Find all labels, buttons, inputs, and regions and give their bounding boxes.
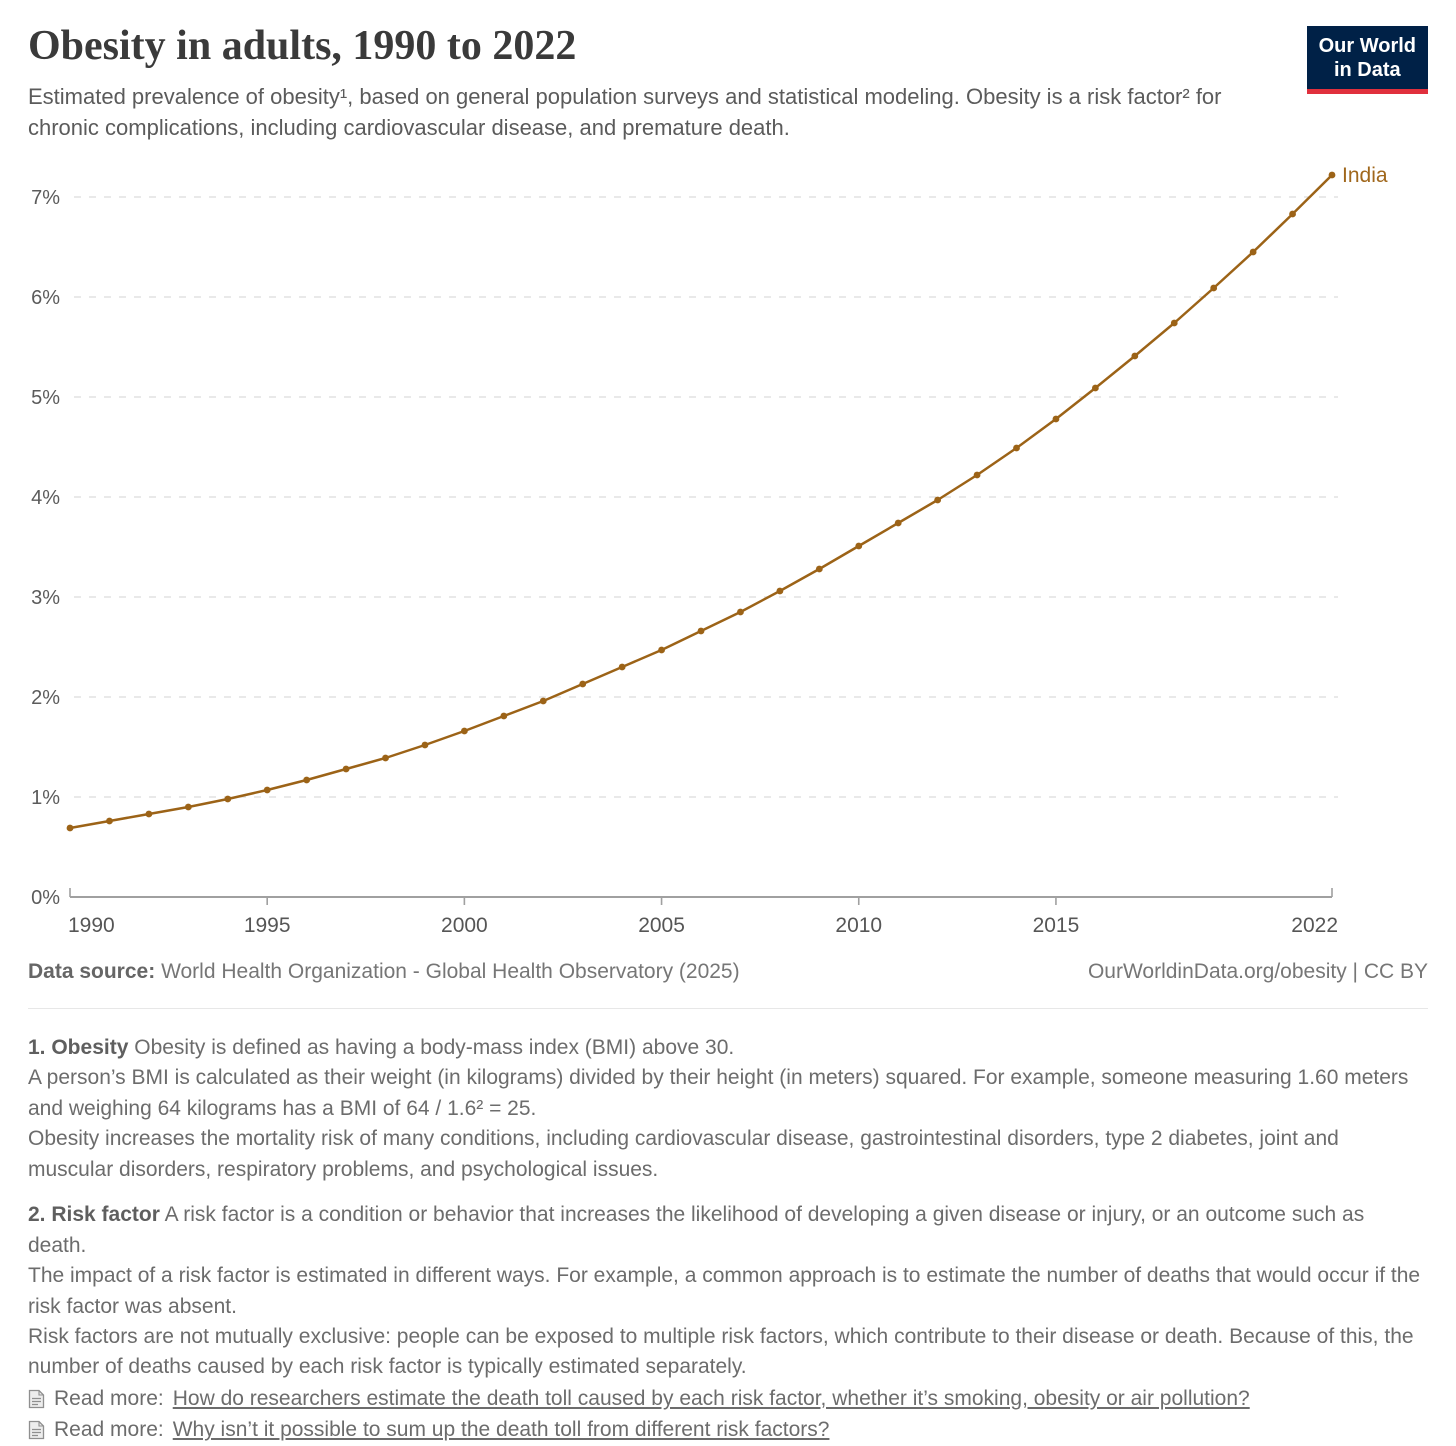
readmore-row: Read more: How do researchers estimate t… [28,1384,1428,1414]
data-point [1052,415,1060,423]
footnote-paragraph: The impact of a risk factor is estimated… [28,1264,1421,1318]
footnote-line: 1. Obesity Obesity is defined as having … [28,1033,1428,1063]
footnote-paragraph: A person’s BMI is calculated as their we… [28,1066,1409,1120]
readmore-prefix: Read more: [54,1386,164,1410]
header: Obesity in adults, 1990 to 2022 Estimate… [28,14,1428,143]
readmore-prefix: Read more: [54,1418,164,1442]
y-axis-label: 5% [31,387,60,409]
data-point [500,712,508,720]
footnote-line: 2. Risk factor A risk factor is a condit… [28,1200,1428,1261]
data-point [1328,171,1336,179]
footnote-risk-factor: 2. Risk factor A risk factor is a condit… [28,1200,1428,1446]
y-axis-label: 6% [31,287,60,309]
data-source: Data source: World Health Organization -… [28,960,740,984]
divider [28,1008,1428,1010]
readmore-link-death-toll[interactable]: How do researchers estimate the death to… [172,1386,1250,1410]
footnote-obesity: 1. Obesity Obesity is defined as having … [28,1033,1428,1185]
data-point [106,817,113,825]
data-point [579,680,587,688]
footnote-text: A risk factor is a condition or behavior… [28,1203,1365,1257]
data-source-label: Data source: [28,960,156,984]
data-point [263,786,271,794]
data-point [1131,352,1139,360]
y-axis-label: 0% [31,887,60,909]
data-point [382,754,389,762]
data-point [184,803,192,811]
data-point [658,646,665,654]
data-source-value: World Health Organization - Global Healt… [161,960,740,984]
data-point [145,810,153,818]
x-axis-label: 2005 [638,914,685,937]
india-line [68,173,1334,830]
chart-footer: Data source: World Health Organization -… [28,960,1428,984]
owid-logo[interactable]: Our World in Data [1306,26,1428,95]
series-label-india: India [1342,164,1388,187]
footnotes: 1. Obesity Obesity is defined as having … [28,1033,1428,1446]
data-point [894,519,902,527]
footnote-paragraph: Obesity increases the mortality risk of … [28,1127,1339,1181]
footnote-paragraph: Risk factors are not mutually exclusive:… [28,1324,1414,1379]
y-axis-label: 4% [31,487,60,509]
y-axis-label: 3% [31,587,60,609]
footnote-label: 2. Risk factor [28,1203,160,1227]
data-point [737,608,744,616]
data-point [1091,384,1099,392]
data-point [618,663,626,671]
data-point [855,542,863,550]
data-point [460,727,468,735]
data-point [224,795,232,803]
data-point [1210,284,1218,292]
footnote-label: 1. Obesity [28,1036,129,1060]
document-icon [28,1389,45,1409]
document-icon [28,1421,45,1440]
x-axis-label: 1995 [244,914,291,937]
data-point [303,776,311,784]
data-point [815,565,823,573]
footnote-text: Obesity is defined as having a body-mass… [134,1036,735,1060]
data-point [539,697,547,705]
y-axis-label: 7% [31,187,60,209]
data-point [1013,444,1020,452]
data-point [66,824,74,832]
line-chart: 0% 1% 2% 3% 4% 5% 6% 7% 1990 1995 2000 2005 2010 2015… [31,164,1388,937]
owid-logo-line2: in Data [1333,58,1401,81]
data-point [1289,210,1296,218]
readmore-row: Read more: Why isn’t it possible to sum … [28,1415,1428,1445]
data-point [934,496,942,504]
data-point [1170,319,1178,327]
x-axis-label: 2010 [835,914,882,937]
attribution: OurWorldinData.org/obesity | CC BY [1087,960,1428,984]
data-point [1249,248,1257,256]
x-axis-label: 2000 [441,914,488,937]
x-axis-label: 2022 [1291,914,1338,937]
data-point [421,741,429,749]
chart-area: 0% 1% 2% 3% 4% 5% 6% 7% 1990 1995 2000 2005 2010 2015… [28,157,1428,952]
x-axis-label: 2015 [1033,914,1080,937]
y-axis-label: 1% [31,787,60,809]
data-point [776,587,784,595]
data-point [342,765,350,773]
page-title: Obesity in adults, 1990 to 2022 [28,23,577,69]
data-point [697,627,705,635]
chart-subtitle: Estimated prevalence of obesity¹, based … [28,84,1222,140]
y-axis-label: 2% [31,687,60,709]
owid-logo-line1: Our World [1318,35,1416,57]
readmore-link-sum-death-toll[interactable]: Why isn’t it possible to sum up the deat… [172,1418,830,1442]
data-point [973,471,981,479]
header-text: Obesity in adults, 1990 to 2022 Estimate… [28,14,1278,143]
x-axis-label: 1990 [68,914,115,937]
